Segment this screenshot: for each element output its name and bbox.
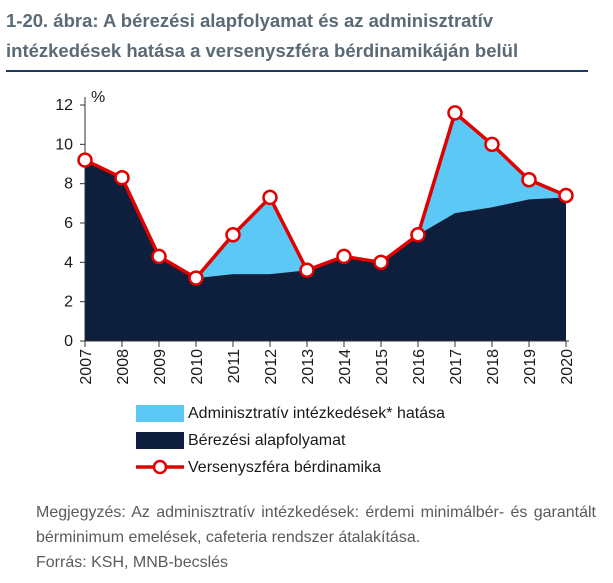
- data-point-wage-dynamics: [484, 136, 500, 153]
- x-tick-label: 2007: [78, 349, 95, 385]
- data-point-wage-dynamics: [336, 248, 352, 265]
- x-tick-label: 2008: [115, 349, 132, 385]
- x-tick-label: 2012: [263, 349, 280, 385]
- x-tick-label: 2010: [189, 349, 206, 385]
- title-rule: [6, 70, 588, 72]
- data-point-wage-dynamics: [447, 105, 463, 121]
- y-tick-label: 6: [64, 215, 73, 232]
- legend: Adminisztratív intézkedések* hatása Bérez…: [136, 405, 445, 476]
- data-point-wage-dynamics: [77, 152, 93, 168]
- x-tick-label: 2011: [226, 349, 243, 384]
- y-tick-label: 4: [64, 254, 73, 271]
- chart-title: 1-20. ábra: A bérezési alapfolyamat és a…: [6, 10, 519, 61]
- x-tick-label: 2009: [152, 349, 169, 385]
- y-tick-label: 10: [55, 136, 73, 153]
- x-tick-label: 2017: [448, 349, 465, 385]
- data-point-wage-dynamics: [114, 170, 130, 186]
- legend-label: Versenyszféra bérdinamika: [188, 459, 381, 476]
- y-tick-label: 12: [55, 97, 73, 114]
- x-tick-label: 2013: [300, 349, 317, 385]
- data-point-wage-dynamics: [188, 270, 204, 286]
- legend-swatch-admin: [136, 405, 184, 422]
- data-point-wage-dynamics: [521, 171, 537, 188]
- x-tick-label: 2015: [374, 349, 391, 385]
- series-area-base: [85, 160, 566, 341]
- y-tick-label: 2: [64, 294, 73, 311]
- data-point-wage-dynamics: [299, 262, 315, 278]
- data-point-wage-dynamics: [558, 187, 574, 204]
- data-point-wage-dynamics: [151, 248, 167, 265]
- legend-swatch-marker: [152, 459, 168, 475]
- plot-area: 0 2 4 6 8 10 12 % 2007 2008 2009 2010 2011 2012 2013 20…: [55, 89, 576, 385]
- x-tick-label: 2018: [485, 349, 502, 385]
- x-tick-label: 2016: [411, 349, 428, 385]
- legend-swatch-base: [136, 432, 184, 449]
- footnote: Megjegyzés: Az adminisztratív intézkedés…: [36, 504, 596, 546]
- data-point-wage-dynamics: [373, 254, 389, 271]
- x-tick-label: 2019: [522, 349, 539, 385]
- x-tick-label: 2014: [337, 349, 354, 385]
- chart-notes: Megjegyzés: Az adminisztratív intézkedés…: [36, 500, 596, 575]
- y-tick-label: 0: [64, 333, 73, 350]
- chart: 0 2 4 6 8 10 12 % 2007 2008 2009 2010 2011 2012 2013 20…: [55, 89, 576, 476]
- series-area-admin: [85, 112, 566, 279]
- data-point-wage-dynamics: [225, 227, 241, 243]
- legend-label: Adminisztratív intézkedések* hatása: [188, 405, 445, 422]
- source-line: Forrás: KSH, MNB-becslés: [36, 554, 229, 571]
- data-point-wage-dynamics: [262, 189, 278, 206]
- legend-label: Bérezési alapfolyamat: [188, 432, 346, 449]
- x-tick-label: 2020: [559, 349, 576, 385]
- y-axis-unit: %: [91, 89, 105, 106]
- data-point-wage-dynamics: [410, 227, 426, 243]
- y-tick-label: 8: [64, 176, 73, 193]
